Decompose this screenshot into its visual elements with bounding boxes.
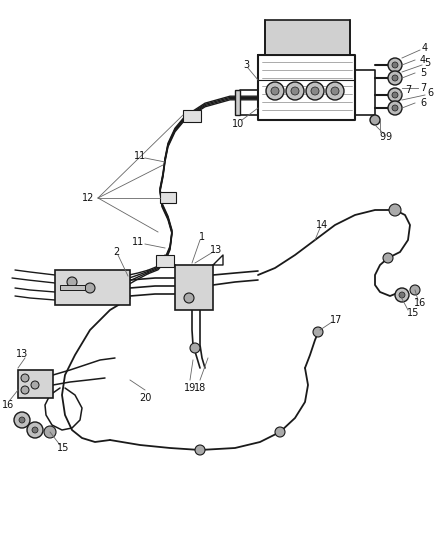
Bar xyxy=(18,370,53,398)
Circle shape xyxy=(311,87,319,95)
Circle shape xyxy=(392,92,398,98)
Bar xyxy=(160,192,176,203)
Circle shape xyxy=(21,386,29,394)
Circle shape xyxy=(271,87,279,95)
Text: 10: 10 xyxy=(232,119,244,129)
Circle shape xyxy=(389,204,401,216)
Circle shape xyxy=(388,58,402,72)
Circle shape xyxy=(14,412,30,428)
Text: 16: 16 xyxy=(414,298,426,308)
Text: 11: 11 xyxy=(132,237,144,247)
Circle shape xyxy=(399,292,405,298)
Circle shape xyxy=(67,277,77,287)
Circle shape xyxy=(313,327,323,337)
Text: 5: 5 xyxy=(420,68,426,78)
Text: 9: 9 xyxy=(385,132,391,142)
Bar xyxy=(265,20,350,55)
Text: 4: 4 xyxy=(420,55,426,65)
Circle shape xyxy=(44,426,56,438)
Text: 12: 12 xyxy=(82,193,94,203)
Circle shape xyxy=(32,427,38,433)
Text: 15: 15 xyxy=(57,443,69,453)
Text: 7: 7 xyxy=(420,83,426,93)
Circle shape xyxy=(31,381,39,389)
Bar xyxy=(60,285,85,290)
Circle shape xyxy=(85,283,95,293)
Circle shape xyxy=(392,75,398,81)
Bar xyxy=(55,270,130,305)
Bar xyxy=(156,255,174,267)
Circle shape xyxy=(286,82,304,100)
Bar xyxy=(183,110,201,122)
Text: 13: 13 xyxy=(16,349,28,359)
Bar xyxy=(175,265,213,310)
Text: 2: 2 xyxy=(113,247,119,257)
Text: 17: 17 xyxy=(330,315,342,325)
Circle shape xyxy=(21,374,29,382)
Circle shape xyxy=(392,62,398,68)
Text: 15: 15 xyxy=(407,308,419,318)
Circle shape xyxy=(395,288,409,302)
Circle shape xyxy=(27,422,43,438)
Circle shape xyxy=(388,101,402,115)
Circle shape xyxy=(190,343,200,353)
Circle shape xyxy=(370,115,380,125)
Circle shape xyxy=(331,87,339,95)
Circle shape xyxy=(291,87,299,95)
Circle shape xyxy=(275,427,285,437)
Circle shape xyxy=(195,445,205,455)
Circle shape xyxy=(19,417,25,423)
Circle shape xyxy=(388,71,402,85)
Text: 11: 11 xyxy=(134,151,146,161)
Circle shape xyxy=(306,82,324,100)
Text: 9: 9 xyxy=(379,132,385,142)
Text: 4: 4 xyxy=(422,43,428,53)
Circle shape xyxy=(266,82,284,100)
Circle shape xyxy=(184,293,194,303)
Text: 7: 7 xyxy=(405,85,411,95)
Circle shape xyxy=(383,253,393,263)
Text: 5: 5 xyxy=(424,58,430,68)
Circle shape xyxy=(326,82,344,100)
Text: 6: 6 xyxy=(420,98,426,108)
Text: 19: 19 xyxy=(184,383,196,393)
Text: 14: 14 xyxy=(316,220,328,230)
Text: 6: 6 xyxy=(427,88,433,98)
Text: 18: 18 xyxy=(194,383,206,393)
Text: 3: 3 xyxy=(243,60,249,70)
Text: 20: 20 xyxy=(139,393,151,403)
Text: 16: 16 xyxy=(2,400,14,410)
Circle shape xyxy=(410,285,420,295)
Circle shape xyxy=(388,88,402,102)
Text: 13: 13 xyxy=(210,245,222,255)
Text: 1: 1 xyxy=(199,232,205,242)
Circle shape xyxy=(392,105,398,111)
Bar xyxy=(235,90,240,115)
